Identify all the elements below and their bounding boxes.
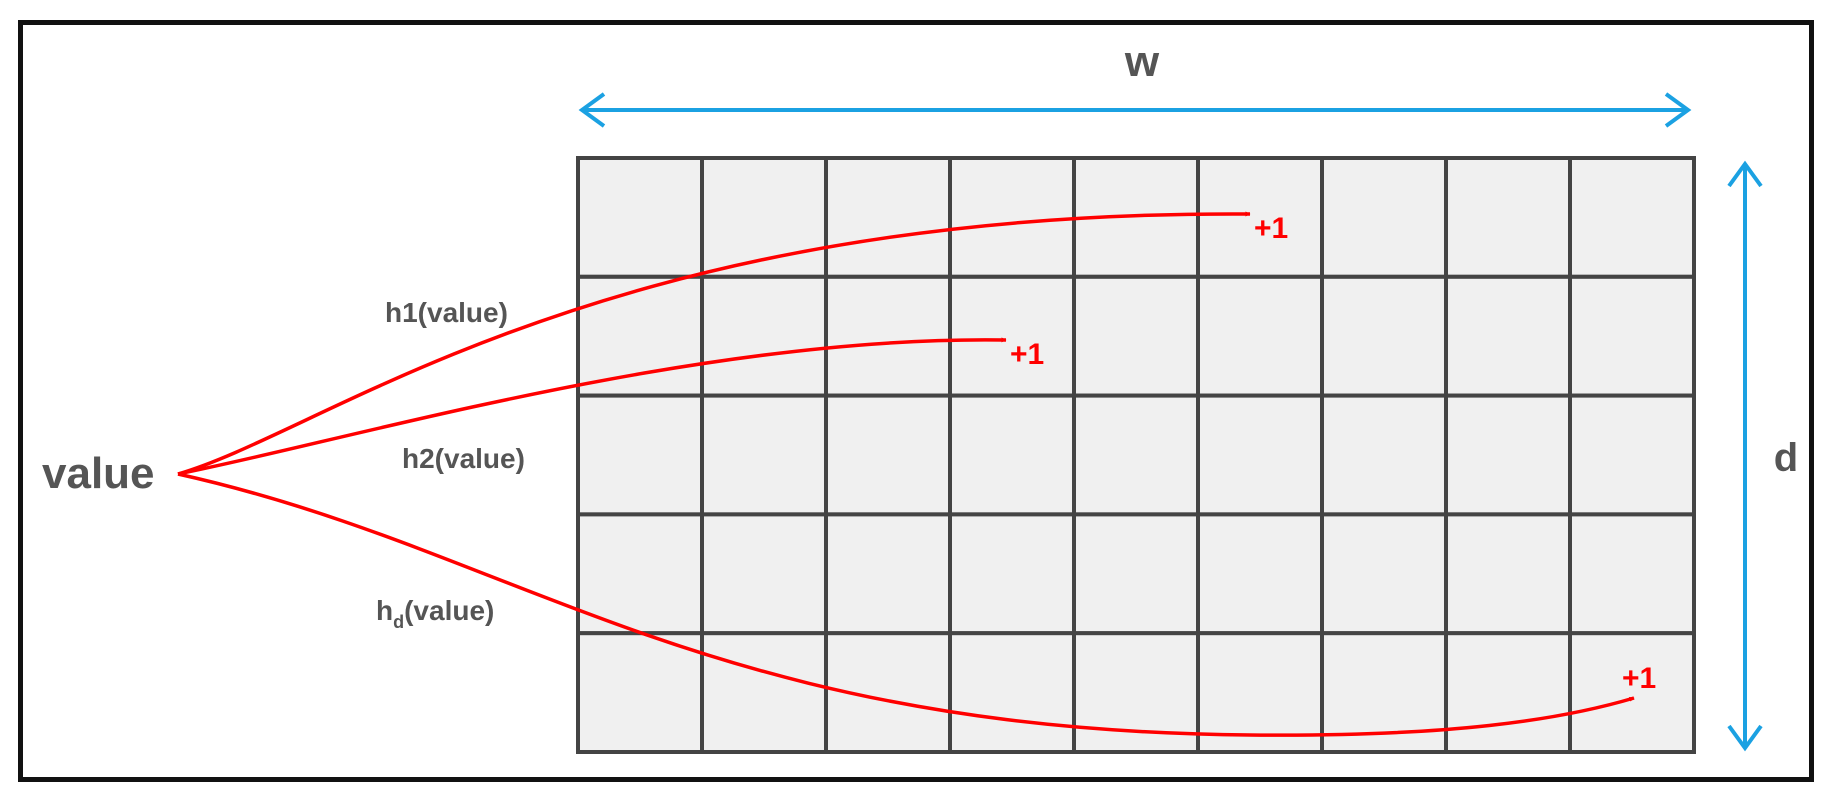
hashd-label-base: h	[376, 595, 393, 626]
counter-cell	[700, 631, 828, 755]
counter-cell	[576, 274, 704, 398]
counter-cell	[948, 393, 1076, 517]
counter-cell	[948, 274, 1076, 398]
counter-cell	[824, 393, 952, 517]
counter-cell	[1072, 512, 1200, 636]
counter-cell	[1568, 274, 1696, 398]
width-dimension-arrow	[578, 92, 1692, 128]
counter-cell	[1568, 393, 1696, 517]
counter-cell	[576, 156, 704, 279]
hash1-label: h1(value)	[385, 297, 508, 328]
counter-cell	[1568, 512, 1696, 636]
counter-cell	[1444, 393, 1572, 517]
diagram-frame	[18, 20, 1814, 782]
counter-cell	[948, 631, 1076, 755]
counter-cell	[824, 512, 952, 636]
hash2-label: h2(value)	[402, 443, 525, 474]
increment-label-row1: +1	[1254, 212, 1288, 245]
counter-cell	[1444, 512, 1572, 636]
counter-cell	[1072, 274, 1200, 398]
counter-cell	[1196, 631, 1324, 755]
counter-cell	[1320, 274, 1448, 398]
hash2-arrow	[177, 337, 1007, 476]
hash1-arrow	[177, 211, 1251, 476]
counter-cell	[1320, 512, 1448, 636]
counter-cell	[824, 156, 952, 279]
counter-cell	[576, 512, 704, 636]
input-value-label: value	[42, 449, 155, 498]
counter-cell	[1568, 631, 1696, 755]
counter-cell	[1196, 393, 1324, 517]
counter-cell	[700, 512, 828, 636]
counter-cell	[1072, 393, 1200, 517]
counter-cell	[700, 393, 828, 517]
counter-cell	[1196, 274, 1324, 398]
counter-cell	[1568, 156, 1696, 279]
hashd-label-suffix: (value)	[404, 595, 494, 626]
counter-cell	[824, 631, 952, 755]
counter-cell	[1196, 512, 1324, 636]
counter-cell	[1320, 156, 1448, 279]
increment-label-row2: +1	[1010, 338, 1044, 371]
sketch-grid	[576, 156, 1696, 755]
increment-label-rowd: +1	[1622, 662, 1656, 695]
counter-cell	[948, 156, 1076, 279]
counter-cell	[576, 393, 704, 517]
hashd-label-subscript: d	[393, 612, 404, 632]
width-label: w	[1124, 37, 1160, 86]
depth-label: d	[1774, 436, 1798, 480]
depth-dimension-arrow	[1727, 160, 1763, 752]
counter-cell	[948, 512, 1076, 636]
hashd-label: hd(value)	[376, 595, 494, 632]
counter-cell	[700, 274, 828, 398]
hashd-arrow	[177, 472, 1635, 737]
counter-cell	[1444, 631, 1572, 755]
counter-cell	[1320, 393, 1448, 517]
counter-cell	[576, 631, 704, 755]
counter-cell	[824, 274, 952, 398]
counter-cell	[1444, 274, 1572, 398]
counter-cell	[1444, 156, 1572, 279]
